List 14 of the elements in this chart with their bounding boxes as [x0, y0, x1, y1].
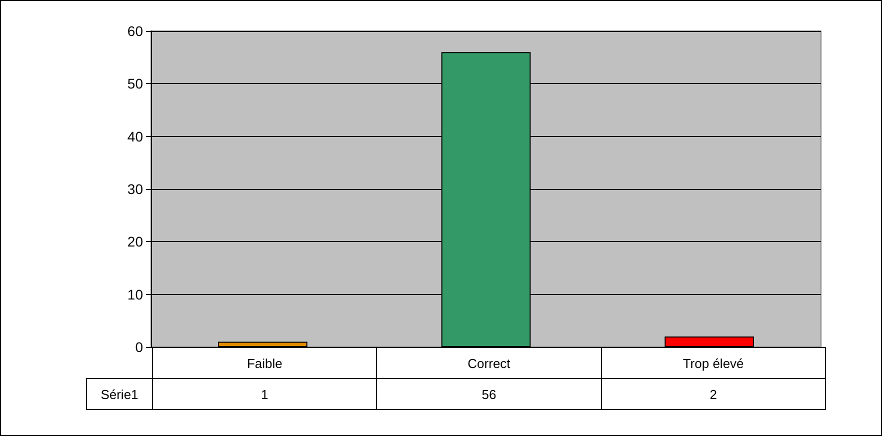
y-tick-label: 30: [127, 181, 144, 197]
y-tick-label: 0: [135, 339, 144, 355]
y-tick-label: 60: [127, 23, 144, 39]
x-tick-label: Trop élevé: [601, 348, 826, 378]
y-tick-label: 50: [127, 76, 144, 92]
data-label: 56: [376, 378, 602, 410]
y-tick-label: 20: [127, 234, 144, 250]
x-tick-label: Faible: [152, 348, 377, 378]
data-label: 2: [601, 378, 826, 410]
y-tick-label: 10: [127, 286, 144, 302]
text: Série1: [86, 378, 152, 410]
data-label: 1: [152, 378, 377, 410]
x-tick-label: Correct: [376, 348, 602, 378]
y-tick-label: 40: [127, 128, 144, 144]
